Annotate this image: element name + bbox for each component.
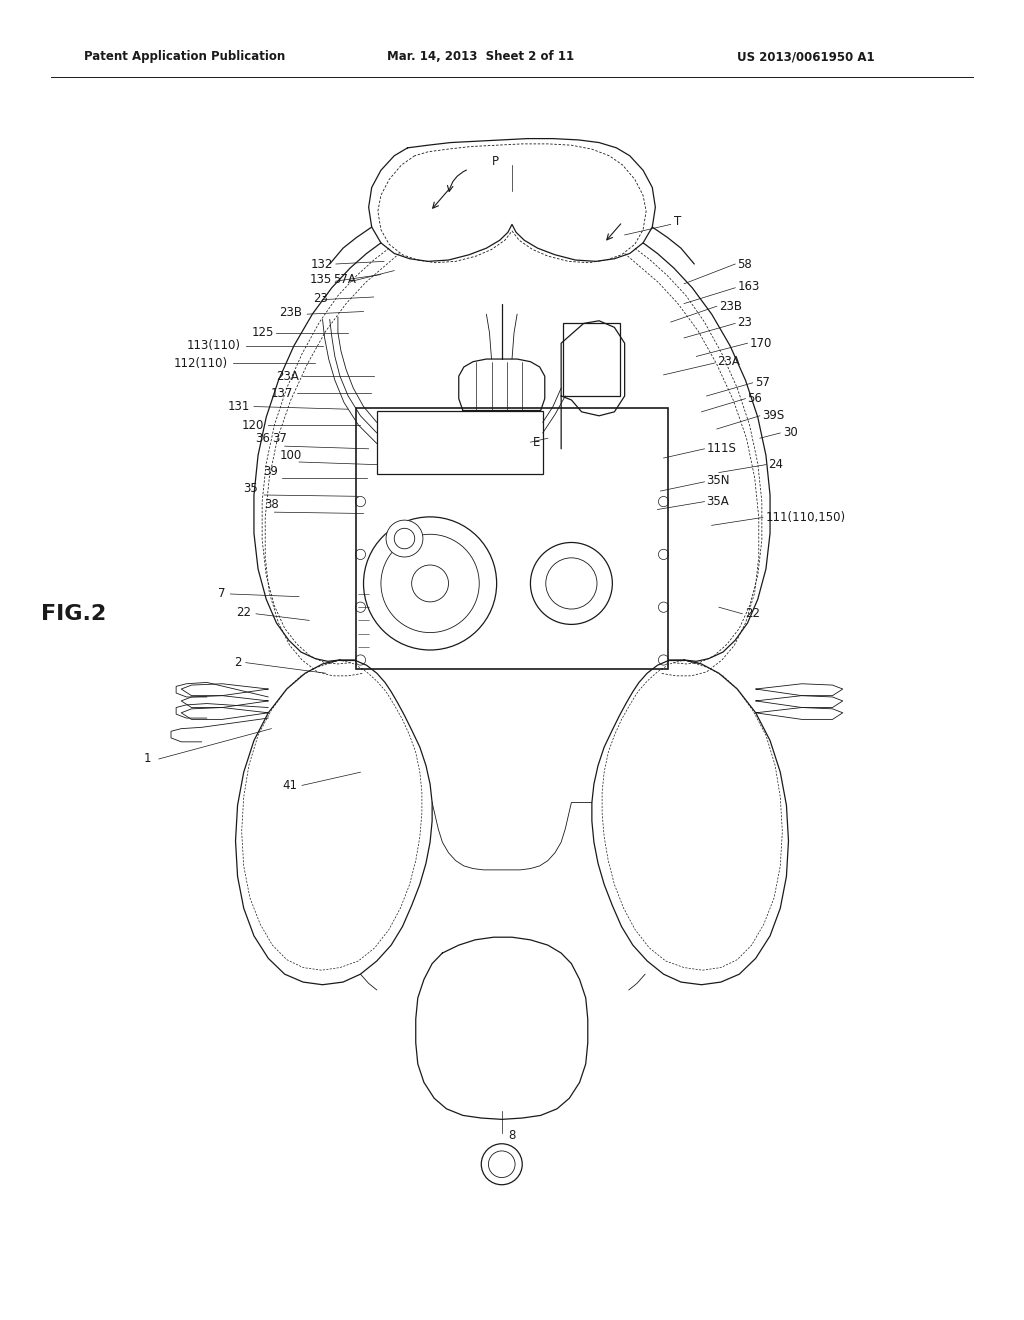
Text: 39S: 39S bbox=[762, 409, 784, 422]
Text: 7: 7 bbox=[218, 587, 225, 601]
Bar bbox=[563, 323, 620, 396]
Text: 36: 36 bbox=[255, 432, 270, 445]
Circle shape bbox=[530, 543, 612, 624]
Text: US 2013/0061950 A1: US 2013/0061950 A1 bbox=[737, 50, 874, 63]
Text: 2: 2 bbox=[234, 656, 242, 669]
Text: E: E bbox=[532, 436, 540, 449]
Bar bbox=[356, 408, 668, 669]
Text: 132: 132 bbox=[310, 257, 333, 271]
Text: 120: 120 bbox=[242, 418, 264, 432]
Text: 137: 137 bbox=[270, 387, 293, 400]
Text: Patent Application Publication: Patent Application Publication bbox=[84, 50, 286, 63]
Text: 111S: 111S bbox=[707, 442, 736, 455]
Text: 39: 39 bbox=[263, 465, 279, 478]
Text: 125: 125 bbox=[252, 326, 274, 339]
Text: 23: 23 bbox=[737, 315, 753, 329]
Text: 135: 135 bbox=[309, 273, 332, 286]
Text: 100: 100 bbox=[280, 449, 302, 462]
Text: 163: 163 bbox=[737, 280, 760, 293]
Text: 170: 170 bbox=[750, 337, 772, 350]
Text: 57A: 57A bbox=[334, 273, 356, 286]
Text: 37: 37 bbox=[271, 432, 287, 445]
Text: 56: 56 bbox=[748, 392, 763, 405]
Text: P: P bbox=[492, 154, 499, 168]
Text: 131: 131 bbox=[227, 400, 250, 413]
Text: 35N: 35N bbox=[707, 474, 730, 487]
Text: 35A: 35A bbox=[707, 495, 729, 508]
Text: 23B: 23B bbox=[719, 300, 741, 313]
Text: 113(110): 113(110) bbox=[186, 339, 241, 352]
Text: 23: 23 bbox=[312, 292, 328, 305]
Text: 58: 58 bbox=[737, 257, 752, 271]
Circle shape bbox=[386, 520, 423, 557]
Text: 24: 24 bbox=[768, 458, 783, 471]
Text: 41: 41 bbox=[282, 779, 297, 792]
Text: 112(110): 112(110) bbox=[173, 356, 227, 370]
Text: 1: 1 bbox=[144, 752, 152, 766]
Text: 22: 22 bbox=[236, 606, 251, 619]
Text: T: T bbox=[674, 215, 681, 228]
Text: 57: 57 bbox=[755, 376, 770, 389]
Text: Mar. 14, 2013  Sheet 2 of 11: Mar. 14, 2013 Sheet 2 of 11 bbox=[387, 50, 574, 63]
Text: 23A: 23A bbox=[717, 355, 739, 368]
Text: 8: 8 bbox=[508, 1129, 515, 1142]
Text: FIG.2: FIG.2 bbox=[41, 603, 106, 624]
Text: 30: 30 bbox=[783, 426, 798, 440]
Bar bbox=[377, 411, 543, 474]
Text: 38: 38 bbox=[264, 498, 279, 511]
Text: 22: 22 bbox=[745, 607, 761, 620]
Text: 23A: 23A bbox=[276, 370, 299, 383]
Text: 111(110,150): 111(110,150) bbox=[766, 511, 846, 524]
Circle shape bbox=[364, 517, 497, 649]
Text: 35: 35 bbox=[244, 482, 258, 495]
Text: 23B: 23B bbox=[280, 306, 302, 319]
Circle shape bbox=[481, 1143, 522, 1185]
